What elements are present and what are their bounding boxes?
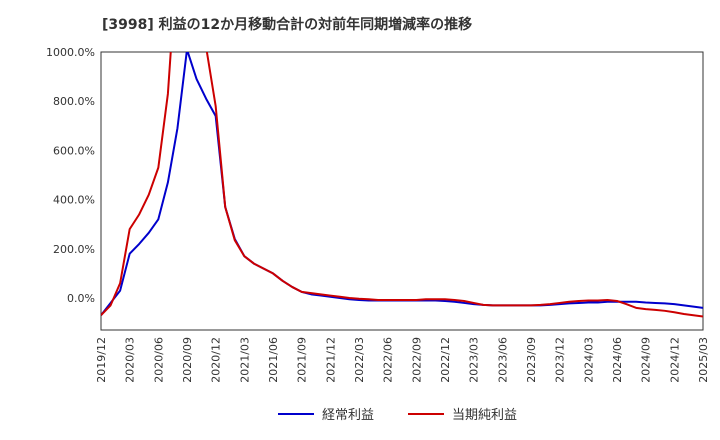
x-tick-label: 2024/03 [582, 337, 595, 383]
x-tick-label: 2023/12 [554, 337, 567, 383]
x-tick-label: 2023/09 [525, 337, 538, 383]
x-tick-label: 2021/09 [296, 337, 309, 383]
x-tick-label: 2024/09 [640, 337, 653, 383]
x-tick-label: 2021/12 [324, 337, 337, 383]
x-tick-label: 2024/12 [668, 337, 681, 383]
x-tick-label: 2025/03 [697, 337, 710, 383]
x-tick-label: 2019/12 [95, 337, 108, 383]
y-tick-label: 1000.0% [46, 46, 95, 59]
x-tick-label: 2020/06 [152, 337, 165, 383]
x-tick-label: 2020/09 [181, 337, 194, 383]
series-line-net-income [101, 52, 703, 318]
plot-frame [100, 51, 704, 331]
legend: 経常利益 当期純利益 [278, 408, 517, 423]
plot-background [101, 52, 703, 330]
x-tick-label: 2023/06 [496, 337, 509, 383]
plot-border [100, 51, 704, 331]
x-tick-label: 2022/12 [439, 337, 452, 383]
x-tick-label: 2024/06 [611, 337, 624, 383]
x-tick-label: 2022/03 [353, 337, 366, 383]
y-tick-label: 0.0% [67, 292, 95, 305]
y-tick-label: 200.0% [53, 243, 95, 256]
x-tick-label: 2020/03 [124, 337, 137, 383]
legend-label: 経常利益 [322, 408, 374, 423]
y-tick-label: 600.0% [53, 144, 95, 157]
x-tick-label: 2022/09 [410, 337, 423, 383]
x-axis: 2019/12 2020/03 2020/06 2020/09 2020/12 2021/… [95, 337, 710, 383]
x-tick-label: 2021/06 [267, 337, 280, 383]
y-axis: 0.0% 200.0% 400.0% 600.0% 800.0% 1000.0% [46, 46, 95, 305]
x-tick-label: 2023/03 [468, 337, 481, 383]
series-layer [101, 52, 703, 318]
x-tick-label: 2021/03 [238, 337, 251, 383]
x-tick-label: 2020/12 [210, 337, 223, 383]
chart-title: [3998] 利益の12か月移動合計の対前年同期増減率の推移 [102, 17, 473, 33]
legend-label: 当期純利益 [452, 408, 517, 423]
y-tick-label: 400.0% [53, 194, 95, 207]
x-tick-label: 2022/06 [382, 337, 395, 383]
y-tick-label: 800.0% [53, 95, 95, 108]
